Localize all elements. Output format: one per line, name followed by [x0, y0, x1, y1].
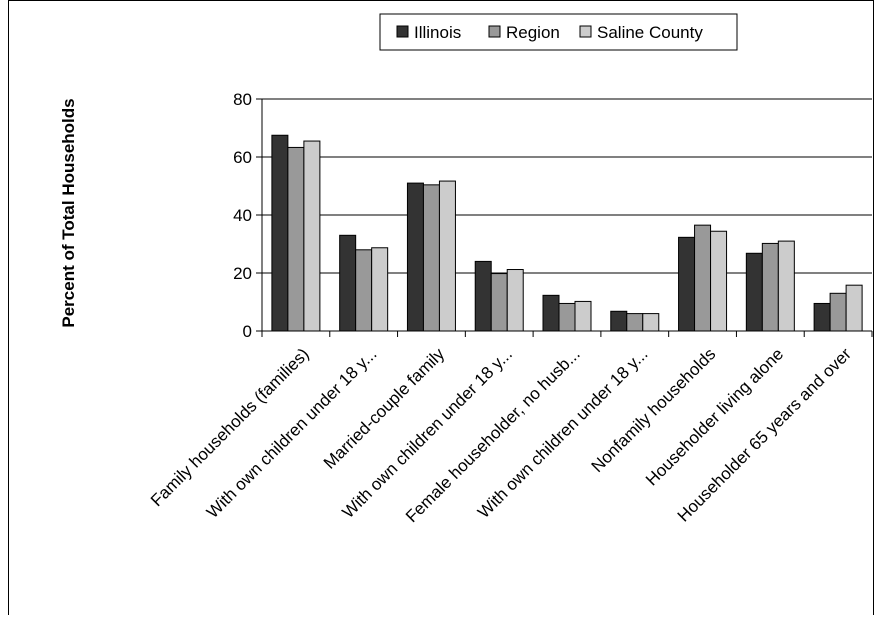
axes — [261, 99, 873, 337]
bar — [626, 313, 644, 332]
bar — [761, 242, 779, 332]
x-category-labels: Family households (families)With own chi… — [147, 344, 855, 526]
bar — [438, 180, 456, 332]
legend-label: Illinois — [414, 23, 461, 42]
x-category-label: Nonfamily households — [588, 344, 720, 476]
bar — [490, 273, 508, 332]
legend-label: Saline County — [597, 23, 703, 42]
bar — [558, 302, 576, 332]
bar — [355, 249, 373, 332]
legend-swatch — [488, 25, 501, 38]
y-tick-label: 40 — [233, 206, 252, 225]
bar — [845, 284, 863, 332]
legend-swatch — [396, 25, 409, 38]
bar — [813, 302, 831, 332]
x-category-label: Householder living alone — [642, 344, 787, 489]
bar — [303, 140, 321, 332]
bar — [506, 269, 524, 332]
y-tick-labels: 0 20 40 60 80 — [233, 90, 252, 341]
bars — [271, 134, 863, 332]
bar — [474, 260, 492, 332]
bar — [371, 247, 389, 332]
bar — [829, 292, 847, 332]
bar — [777, 240, 795, 332]
bar — [406, 182, 424, 332]
bar — [339, 234, 357, 332]
y-tick-label: 60 — [233, 148, 252, 167]
legend-swatch — [579, 25, 592, 38]
bar — [694, 224, 712, 332]
bar — [287, 146, 305, 332]
bar — [745, 252, 763, 332]
y-axis-label: Percent of Total Households — [59, 98, 78, 327]
bar — [710, 230, 728, 332]
chart-frame — [8, 0, 874, 615]
bar — [422, 184, 440, 332]
legend-label: Region — [506, 23, 560, 42]
x-category-label: Married-couple family — [320, 344, 449, 473]
legend: Illinois Region Saline County — [379, 13, 738, 51]
legend-box — [379, 13, 738, 51]
bar — [678, 236, 696, 332]
bar — [610, 310, 628, 332]
bar — [642, 313, 660, 332]
bar — [574, 300, 592, 332]
bar — [542, 294, 560, 332]
y-tick-label: 20 — [233, 264, 252, 283]
bar — [271, 134, 289, 332]
y-tick-label: 80 — [233, 90, 252, 109]
y-tick-label: 0 — [243, 322, 252, 341]
